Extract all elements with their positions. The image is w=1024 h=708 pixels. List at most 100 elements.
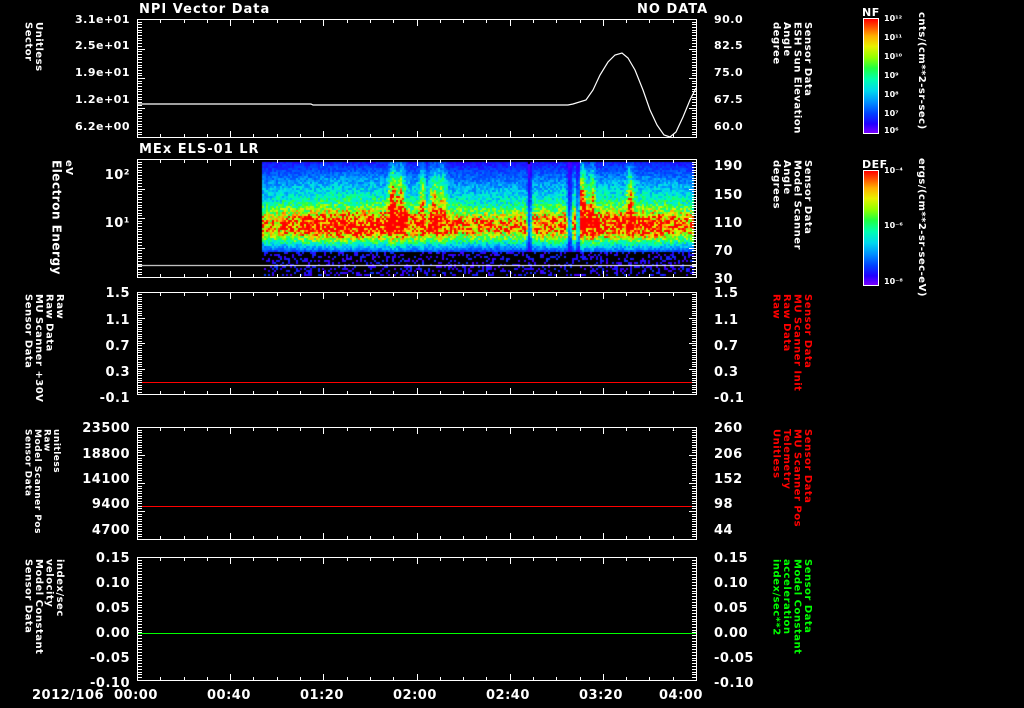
axis-tick [137, 293, 138, 299]
axis-tick [138, 493, 142, 494]
axis-tick [138, 560, 142, 561]
axis-tick [692, 264, 696, 265]
axis-tick [417, 558, 418, 564]
p2-left-axis-title: Electron Energy eV [49, 160, 75, 275]
axis-tick [692, 118, 696, 119]
p2-rytick-1: 150 [714, 188, 743, 203]
axis-tick [692, 534, 696, 535]
axis-tick [692, 607, 696, 608]
panel-model-scanner-pos[interactable] [137, 427, 697, 540]
panel-mu-scanner-30v[interactable] [137, 292, 697, 395]
def-colorbar[interactable] [863, 170, 879, 286]
nf-cb-tick-1: 10¹¹ [884, 33, 903, 42]
axis-tick [138, 256, 142, 257]
axis-tick [253, 20, 254, 23]
axis-tick [673, 293, 674, 296]
axis-tick [253, 558, 254, 561]
axis-tick [138, 164, 142, 165]
axis-tick [580, 677, 581, 680]
axis-tick [230, 533, 231, 539]
axis-tick [692, 345, 696, 346]
p4-rytick-0: 260 [714, 421, 743, 436]
axis-tick [533, 428, 534, 431]
axis-tick [603, 271, 604, 277]
axis-tick [689, 137, 696, 138]
nf-cb-tick-5: 10⁷ [884, 109, 899, 118]
p4-ytick-3: 9400 [91, 497, 130, 512]
axis-tick [692, 493, 696, 494]
axis-tick [580, 134, 581, 137]
axis-tick [692, 62, 696, 63]
axis-tick [370, 274, 371, 277]
axis-tick [692, 646, 696, 647]
p1-ytick-0: 3.1e+01 [75, 13, 130, 26]
axis-tick [692, 516, 696, 517]
axis-tick [138, 264, 142, 265]
p2-rytick-4: 30 [714, 272, 734, 287]
axis-tick [692, 577, 696, 578]
axis-tick [463, 391, 464, 394]
axis-tick [692, 239, 696, 240]
p3-rytick-0: 1.5 [714, 286, 739, 301]
axis-tick [692, 32, 696, 33]
axis-tick [692, 73, 696, 74]
p1-rytick-4: 60.0 [714, 120, 744, 133]
axis-tick [692, 306, 696, 307]
axis-tick [138, 574, 142, 575]
panel-mex-els-01-lr[interactable] [137, 159, 697, 278]
axis-tick [692, 124, 696, 125]
axis-tick [138, 306, 142, 307]
axis-tick [510, 131, 511, 137]
axis-tick [689, 277, 696, 278]
axis-tick [370, 160, 371, 163]
p4-rytick-3: 98 [714, 497, 734, 512]
axis-tick [393, 558, 394, 561]
axis-tick [580, 558, 581, 561]
axis-tick [692, 341, 696, 342]
axis-tick [692, 641, 696, 642]
axis-tick [160, 274, 161, 277]
axis-tick [692, 180, 696, 181]
panel-model-constant-velocity[interactable] [137, 557, 697, 681]
axis-tick [463, 134, 464, 137]
axis-tick [138, 292, 145, 293]
axis-tick [692, 362, 696, 363]
nf-colorbar[interactable] [863, 18, 879, 134]
axis-tick [692, 359, 696, 360]
p2-ytick-0: 10² [104, 168, 130, 183]
axis-tick [692, 638, 696, 639]
axis-tick [138, 624, 142, 625]
axis-tick [692, 663, 696, 664]
axis-tick [138, 531, 142, 532]
axis-tick [692, 452, 696, 453]
panel-npi-vector-data[interactable] [137, 19, 697, 138]
axis-tick [689, 511, 696, 512]
axis-tick [603, 293, 604, 299]
axis-tick [486, 20, 487, 23]
axis-tick [692, 226, 696, 227]
axis-tick [138, 299, 142, 300]
nf-cb-tick-6: 10⁶ [884, 126, 899, 135]
axis-tick [626, 536, 627, 539]
axis-tick [347, 20, 348, 23]
axis-tick [417, 271, 418, 277]
axis-tick [692, 40, 696, 41]
p4-rytick-4: 44 [714, 523, 734, 538]
axis-tick [692, 35, 696, 36]
axis-tick [138, 248, 145, 249]
p4-rytick-1: 206 [714, 447, 743, 462]
axis-tick [692, 70, 696, 71]
axis-tick [160, 391, 161, 394]
axis-tick [692, 632, 696, 633]
axis-tick [692, 207, 696, 208]
axis-tick [510, 533, 511, 539]
axis-tick [692, 445, 696, 446]
nf-cb-tick-4: 10⁸ [884, 90, 899, 99]
axis-tick [689, 248, 696, 249]
electron-energy-spectrogram [138, 160, 696, 277]
axis-tick [138, 343, 145, 344]
axis-tick [160, 428, 161, 431]
mu-scanner-init-trace [138, 382, 696, 383]
axis-tick [692, 261, 696, 262]
axis-tick [300, 558, 301, 561]
